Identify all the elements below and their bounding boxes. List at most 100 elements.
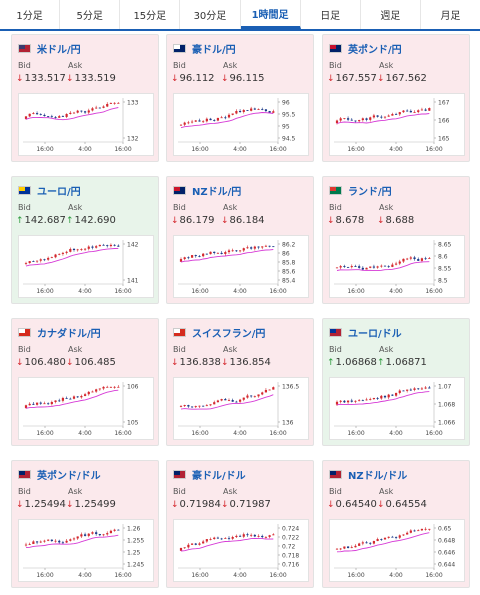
price-chart[interactable]: 106 105 16:00 4:00 16:00 xyxy=(18,377,154,440)
candlestick-chart: 106 105 16:00 4:00 16:00 xyxy=(23,382,139,437)
price-chart[interactable]: 133 132 16:00 4:00 16:00 xyxy=(18,93,154,156)
candle-body xyxy=(32,541,35,545)
currency-card[interactable]: 豪ドル/円 Bid Ask ↓96.112 ↓96.115 96 95.5 95 94.5 16:… xyxy=(166,34,314,162)
price-chart[interactable]: 136.5 136 16:00 4:00 16:00 xyxy=(173,377,309,440)
candle-body xyxy=(242,534,245,537)
ask-value: ↑1.06871 xyxy=(377,357,427,368)
pair-name-link[interactable]: 豪ドル/ドル xyxy=(192,470,246,482)
candle-body xyxy=(76,249,79,251)
pair-name-link[interactable]: カナダドル/円 xyxy=(37,328,101,340)
candle-body xyxy=(109,103,113,104)
candle-body xyxy=(209,539,212,540)
candle-body xyxy=(257,246,260,248)
candle-body xyxy=(179,124,183,126)
bid-value: ↓1.25494 xyxy=(16,499,66,510)
candle-body xyxy=(58,253,61,255)
currency-card[interactable]: ユーロ/円 Bid Ask ↑142.687 ↑142.690 142 141 16:00 4:… xyxy=(11,176,159,304)
candle-body xyxy=(424,258,427,260)
x-tick-label: 16:00 xyxy=(269,288,286,295)
candle-body xyxy=(376,115,379,117)
y-tick-label: 133 xyxy=(127,100,139,107)
candle-body xyxy=(58,400,61,402)
bid-value-text: 0.64540 xyxy=(335,499,377,510)
ask-value-text: 133.519 xyxy=(74,73,116,84)
tab-4[interactable]: 1時間足 xyxy=(240,0,301,29)
candle-body xyxy=(209,118,212,121)
candle-body xyxy=(83,111,87,113)
candle-body xyxy=(376,398,379,399)
y-tick-label: 166 xyxy=(438,118,450,125)
x-tick-label: 16:00 xyxy=(114,146,131,153)
currency-card[interactable]: 豪ドル/ドル Bid Ask ↓0.71984 ↓0.71987 0.724 0.722 0.… xyxy=(166,460,314,588)
tab-2[interactable]: 15分足 xyxy=(120,0,181,29)
candle-body xyxy=(190,255,194,258)
price-chart[interactable]: 96 95.5 95 94.5 16:00 4:00 16:00 xyxy=(173,93,309,156)
candle-body xyxy=(69,398,72,400)
candle-body xyxy=(54,254,57,258)
price-chart[interactable]: 1.07 1.068 1.066 16:00 4:00 16:00 xyxy=(329,377,465,440)
candle-body xyxy=(238,250,242,252)
currency-card[interactable]: ランド/円 Bid Ask ↓8.678 ↓8.688 8.65 8.6 8.55 8.5 16:… xyxy=(322,176,470,304)
bid-value: ↑1.06868 xyxy=(327,357,377,368)
candle-body xyxy=(391,264,394,267)
pair-name-link[interactable]: 米ドル/円 xyxy=(37,44,81,56)
candle-body xyxy=(98,107,101,109)
pair-name-link[interactable]: 豪ドル/円 xyxy=(192,44,236,56)
arrow-down-icon: ↓ xyxy=(16,74,24,84)
candle-body xyxy=(194,255,197,257)
pair-name-link[interactable]: スイスフラン/円 xyxy=(192,328,266,340)
pair-name-link[interactable]: NZドル/円 xyxy=(192,186,242,198)
currency-card[interactable]: スイスフラン/円 Bid Ask ↓136.838 ↓136.854 136.5 136 16… xyxy=(166,318,314,446)
currency-card[interactable]: 米ドル/円 Bid Ask ↓133.517 ↓133.519 133 132 16:00 4:… xyxy=(11,34,159,162)
candle-body xyxy=(272,534,275,536)
currency-card[interactable]: 英ポンド/円 Bid Ask ↓167.557 ↓167.562 167 166 165 16:… xyxy=(322,34,470,162)
moving-average-line xyxy=(180,394,274,410)
candle-body xyxy=(264,245,268,247)
currency-card[interactable]: NZドル/円 Bid Ask ↓86.179 ↓86.184 86.2 86 85.8 85.6… xyxy=(166,176,314,304)
candle-body xyxy=(264,390,268,393)
pair-name-link[interactable]: 英ポンド/ドル xyxy=(37,470,101,482)
pair-name-link[interactable]: ユーロ/円 xyxy=(37,186,81,198)
candle-body xyxy=(183,122,186,125)
tab-1[interactable]: 5分足 xyxy=(60,0,121,29)
arrow-down-icon: ↓ xyxy=(377,74,385,84)
tab-5[interactable]: 日足 xyxy=(301,0,361,29)
tab-0[interactable]: 1分足 xyxy=(0,0,61,29)
candle-body xyxy=(87,391,90,395)
price-chart[interactable]: 0.724 0.722 0.72 0.718 0.716 16:00 4:00 16:00 xyxy=(173,519,309,582)
bid-label: Bid xyxy=(173,345,186,354)
tab-3[interactable]: 30分足 xyxy=(180,0,241,29)
currency-card[interactable]: NZドル/ドル Bid Ask ↓0.64540 ↓0.64554 0.65 0.648 0.… xyxy=(322,460,470,588)
pair-name-link[interactable]: ランド/円 xyxy=(348,186,392,198)
candle-body xyxy=(187,544,190,548)
bid-value: ↓133.517 xyxy=(16,73,66,84)
candle-body xyxy=(98,244,101,247)
currency-card[interactable]: 英ポンド/ドル Bid Ask ↓1.25494 ↓1.25499 1.26 1.255 1.… xyxy=(11,460,159,588)
candle-body xyxy=(198,543,201,545)
candle-body xyxy=(216,117,220,121)
candle-body xyxy=(117,245,120,247)
price-chart[interactable]: 86.2 86 85.8 85.6 85.4 16:00 4:00 16:00 xyxy=(173,235,309,298)
y-tick-label: 1.066 xyxy=(438,420,455,427)
currency-card[interactable]: ユーロ/ドル Bid Ask ↑1.06868 ↑1.06871 1.07 1.068 1.0… xyxy=(322,318,470,446)
price-chart[interactable]: 142 141 16:00 4:00 16:00 xyxy=(18,235,154,298)
x-tick-label: 16:00 xyxy=(347,146,364,153)
x-tick-label: 4:00 xyxy=(389,146,403,153)
pair-name-link[interactable]: ユーロ/ドル xyxy=(348,328,402,340)
pair-name-link[interactable]: 英ポンド/円 xyxy=(348,44,402,56)
tab-6[interactable]: 週足 xyxy=(361,0,421,29)
price-chart[interactable]: 167 166 165 16:00 4:00 16:00 xyxy=(329,93,465,156)
candle-body xyxy=(335,267,339,269)
x-tick-label: 16:00 xyxy=(269,146,286,153)
currency-card[interactable]: カナダドル/円 Bid Ask ↓106.480 ↓106.485 106 105 16:00… xyxy=(11,318,159,446)
bid-label: Bid xyxy=(18,61,31,70)
candle-body xyxy=(417,110,420,113)
moving-average-line xyxy=(336,113,430,124)
pair-name-link[interactable]: NZドル/ドル xyxy=(348,470,408,482)
price-chart[interactable]: 1.26 1.255 1.25 1.245 16:00 4:00 16:00 xyxy=(18,519,154,582)
ask-value: ↓106.485 xyxy=(66,357,116,368)
price-chart[interactable]: 8.65 8.6 8.55 8.5 16:00 4:00 16:00 xyxy=(329,235,465,298)
arrow-down-icon: ↓ xyxy=(171,500,179,510)
tab-7[interactable]: 月足 xyxy=(440,11,461,22)
price-chart[interactable]: 0.65 0.648 0.646 0.644 16:00 4:00 16:00 xyxy=(329,519,465,582)
